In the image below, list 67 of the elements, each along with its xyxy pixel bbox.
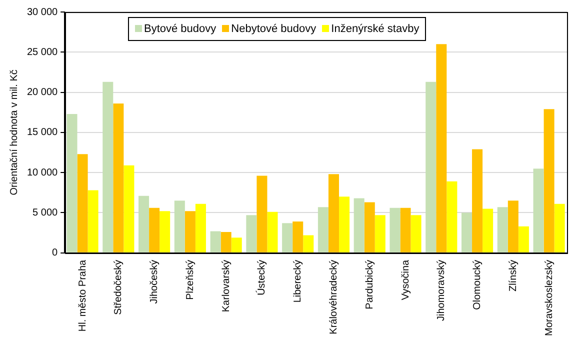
bar [461, 212, 472, 252]
y-axis-title: Orientační hodnota v mil. Kč [8, 70, 20, 196]
bar [472, 149, 483, 252]
bar [364, 202, 375, 252]
y-tick-label: 10 000 [26, 167, 58, 178]
x-tick-label: Moravskoslezský [544, 260, 555, 336]
bar [231, 238, 242, 252]
bar [436, 44, 447, 252]
x-tick-label: Vysočina [400, 259, 412, 300]
bar [292, 222, 304, 252]
bar [77, 154, 88, 252]
x-tick-label: Liberecký [292, 260, 304, 303]
y-tick-label: 30 000 [26, 6, 58, 18]
bar [124, 165, 134, 252]
x-tick-label: Plzeňský [184, 260, 196, 300]
bar [328, 174, 339, 252]
bar [160, 211, 170, 252]
bar [113, 104, 124, 252]
bar [446, 181, 458, 252]
bar [195, 204, 206, 252]
bar [220, 232, 232, 252]
x-tick-label: Hl. město Praha [77, 259, 88, 332]
bar [544, 109, 554, 252]
bar [282, 223, 293, 252]
bar [533, 168, 544, 252]
x-tick-label: Zlínský [508, 260, 519, 292]
bar [497, 207, 508, 252]
legend-label: Inženýrské stavby [331, 23, 420, 35]
bar [210, 231, 221, 252]
x-tick-label: Olomoucký [472, 260, 484, 310]
bar [554, 204, 565, 252]
bar [518, 226, 529, 252]
bar [354, 198, 364, 252]
bar [174, 200, 185, 252]
bar [102, 82, 114, 252]
x-tick-label: Jihomoravský [436, 260, 448, 322]
bar [318, 207, 328, 252]
x-tick-label: Královéhradecký [328, 260, 340, 334]
bar [256, 176, 268, 252]
bar [374, 215, 386, 252]
x-tick-label: Ústecký [256, 260, 268, 296]
bar [339, 196, 350, 252]
bar [303, 235, 314, 252]
bar [508, 200, 518, 252]
bar [267, 212, 278, 252]
bar [184, 211, 196, 252]
bar [410, 215, 422, 252]
bar [149, 208, 160, 252]
y-tick-label: 0 [52, 248, 58, 259]
bar [138, 196, 150, 252]
bar [66, 114, 78, 252]
bar [88, 190, 98, 252]
bar [482, 208, 494, 252]
x-tick-label: Jihočeský [149, 260, 160, 304]
y-tick-label: 25 000 [26, 46, 58, 58]
bar [390, 208, 400, 252]
x-tick-label: Karlovarský [220, 260, 232, 312]
bar [426, 82, 436, 252]
x-tick-label: Pardubický [364, 260, 376, 310]
x-tick-label: Středočeský [113, 260, 124, 315]
legend-label: Bytové budovy [144, 23, 216, 35]
y-tick-label: 15 000 [26, 127, 58, 138]
y-tick-label: 5 000 [32, 207, 58, 218]
bar [400, 208, 411, 252]
bar [246, 215, 257, 252]
y-tick-label: 20 000 [26, 87, 58, 98]
legend-label: Nebytové budovy [231, 23, 316, 35]
